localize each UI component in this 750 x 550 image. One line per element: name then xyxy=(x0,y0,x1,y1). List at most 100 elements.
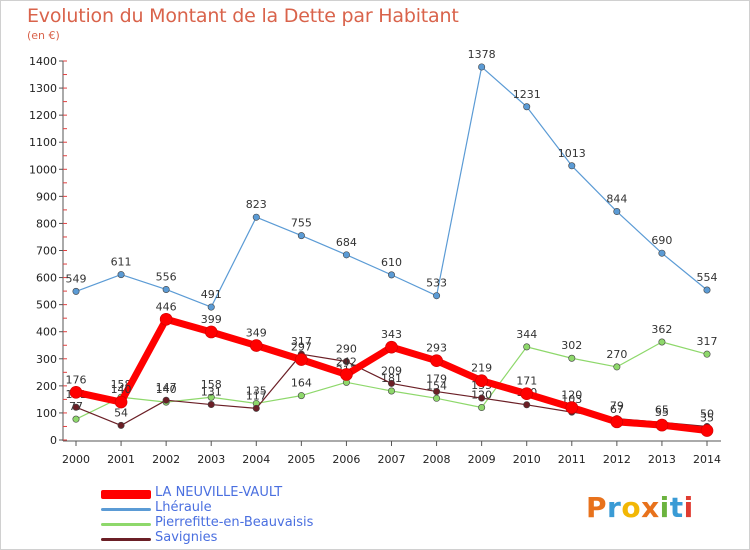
logo-letter: P xyxy=(586,491,608,524)
data-point-pierrefitte-en-beauvaisis xyxy=(613,363,621,371)
legend-label-pierrefitte-en-beauvaisis: Pierrefitte-en-Beauvaisis xyxy=(155,515,314,530)
line-chart: 0 100 200 300 400 500 600 700 800 900 1000 1100 1200… xyxy=(29,48,721,466)
y-tick-label: 800 xyxy=(36,217,57,230)
x-tick-label: 2007 xyxy=(378,453,406,466)
data-label-lh-raule: 1013 xyxy=(558,147,586,160)
data-label-la-neuville-vault: 120 xyxy=(561,389,582,402)
data-point-savignies xyxy=(72,403,80,411)
data-point-lh-raule xyxy=(433,292,441,300)
y-tick-label: 1000 xyxy=(29,163,57,176)
logo-letter: o xyxy=(621,491,642,524)
data-label-lh-raule: 556 xyxy=(156,270,177,283)
data-label-lh-raule: 755 xyxy=(291,217,312,230)
y-tick-label: 300 xyxy=(36,353,57,366)
data-point-la-neuville-vault xyxy=(520,387,534,401)
data-point-la-neuville-vault xyxy=(340,368,353,381)
data-point-savignies xyxy=(342,357,350,365)
y-tick-label: 1200 xyxy=(29,109,57,122)
data-point-lh-raule xyxy=(342,251,350,259)
data-label-lh-raule: 1378 xyxy=(468,48,496,61)
data-label-lh-raule: 690 xyxy=(651,234,672,247)
data-label-la-neuville-vault: 297 xyxy=(291,341,312,354)
y-tick-label: 400 xyxy=(36,326,57,339)
proxiti-logo: Proxiti xyxy=(586,491,694,524)
data-point-savignies xyxy=(387,379,395,387)
logo-letter: x xyxy=(641,491,660,524)
legend-label-savignies: Savignies xyxy=(155,530,218,545)
data-label-la-neuville-vault: 343 xyxy=(381,328,402,341)
logo-letter: i xyxy=(659,491,670,524)
data-label-la-neuville-vault: 67 xyxy=(610,403,624,416)
legend-label-la-neuville-vault: LA NEUVILLE-VAULT xyxy=(155,485,283,500)
x-tick-label: 2011 xyxy=(558,453,586,466)
data-point-lh-raule xyxy=(207,303,215,311)
data-label-lh-raule: 554 xyxy=(697,271,718,284)
data-label-lh-raule: 1231 xyxy=(513,88,541,101)
data-point-pierrefitte-en-beauvaisis xyxy=(433,394,441,402)
x-tick-label: 2002 xyxy=(152,453,180,466)
data-point-savignies xyxy=(523,401,531,409)
data-label-lh-raule: 611 xyxy=(111,256,132,269)
data-point-lh-raule xyxy=(703,286,711,294)
data-point-la-neuville-vault xyxy=(565,401,579,414)
data-point-savignies xyxy=(117,421,125,429)
data-label-savignies: 147 xyxy=(156,381,177,394)
data-point-lh-raule xyxy=(117,271,125,279)
x-tick-label: 2000 xyxy=(62,453,90,466)
y-tick-label: 200 xyxy=(36,380,57,393)
data-label-pierrefitte-en-beauvaisis: 135 xyxy=(246,384,267,397)
legend-label-lh-raule: Lhéraule xyxy=(155,500,212,515)
x-tick-label: 2006 xyxy=(332,453,360,466)
x-tick-label: 2004 xyxy=(242,453,270,466)
data-point-pierrefitte-en-beauvaisis xyxy=(387,387,395,395)
data-label-pierrefitte-en-beauvaisis: 140 xyxy=(156,383,177,396)
data-label-savignies: 79 xyxy=(610,400,624,413)
data-point-lh-raule xyxy=(523,103,531,111)
x-tick-label: 2010 xyxy=(513,453,541,466)
y-tick-label: 600 xyxy=(36,272,57,285)
data-point-la-neuville-vault xyxy=(430,354,443,367)
data-label-pierrefitte-en-beauvaisis: 302 xyxy=(561,339,582,352)
data-point-lh-raule xyxy=(613,208,621,216)
data-point-pierrefitte-en-beauvaisis xyxy=(703,350,711,358)
x-tick-label: 2001 xyxy=(107,453,135,466)
data-label-savignies: 317 xyxy=(291,335,312,348)
data-label-pierrefitte-en-beauvaisis: 362 xyxy=(651,323,672,336)
data-point-pierrefitte-en-beauvaisis xyxy=(523,343,531,351)
data-point-pierrefitte-en-beauvaisis xyxy=(478,404,486,412)
data-point-lh-raule xyxy=(568,162,576,170)
data-label-pierrefitte-en-beauvaisis: 181 xyxy=(381,372,402,385)
data-point-la-neuville-vault xyxy=(700,424,714,437)
logo-letter: r xyxy=(607,491,622,524)
x-tick-label: 2013 xyxy=(648,453,676,466)
x-tick-label: 2012 xyxy=(603,453,631,466)
data-point-la-neuville-vault xyxy=(475,374,488,388)
data-label-pierrefitte-en-beauvaisis: 154 xyxy=(426,379,447,392)
data-label-la-neuville-vault: 55 xyxy=(655,406,669,419)
data-point-savignies xyxy=(478,394,486,402)
data-label-lh-raule: 610 xyxy=(381,256,402,269)
data-point-la-neuville-vault xyxy=(69,386,83,399)
data-point-la-neuville-vault xyxy=(385,340,398,354)
data-point-la-neuville-vault xyxy=(655,418,669,432)
data-point-lh-raule xyxy=(658,249,666,257)
data-label-savignies: 50 xyxy=(700,407,714,420)
x-tick-label: 2009 xyxy=(468,453,496,466)
data-label-lh-raule: 823 xyxy=(246,198,267,211)
data-point-lh-raule xyxy=(478,63,486,71)
data-point-la-neuville-vault xyxy=(249,339,263,352)
data-label-pierrefitte-en-beauvaisis: 344 xyxy=(516,328,537,341)
data-point-la-neuville-vault xyxy=(610,415,624,429)
data-point-lh-raule xyxy=(162,285,170,293)
data-label-la-neuville-vault: 293 xyxy=(426,342,447,355)
data-label-pierrefitte-en-beauvaisis: 158 xyxy=(201,378,222,391)
y-tick-label: 900 xyxy=(36,190,57,203)
legend-swatch-savignies xyxy=(101,538,151,541)
data-label-pierrefitte-en-beauvaisis: 270 xyxy=(606,348,627,361)
data-label-la-neuville-vault: 171 xyxy=(516,375,537,388)
y-tick-label: 1100 xyxy=(29,136,57,149)
data-label-pierrefitte-en-beauvaisis: 317 xyxy=(697,335,718,348)
data-point-lh-raule xyxy=(297,232,305,240)
data-label-savignies: 117 xyxy=(246,389,267,402)
data-label-la-neuville-vault: 349 xyxy=(246,327,267,340)
